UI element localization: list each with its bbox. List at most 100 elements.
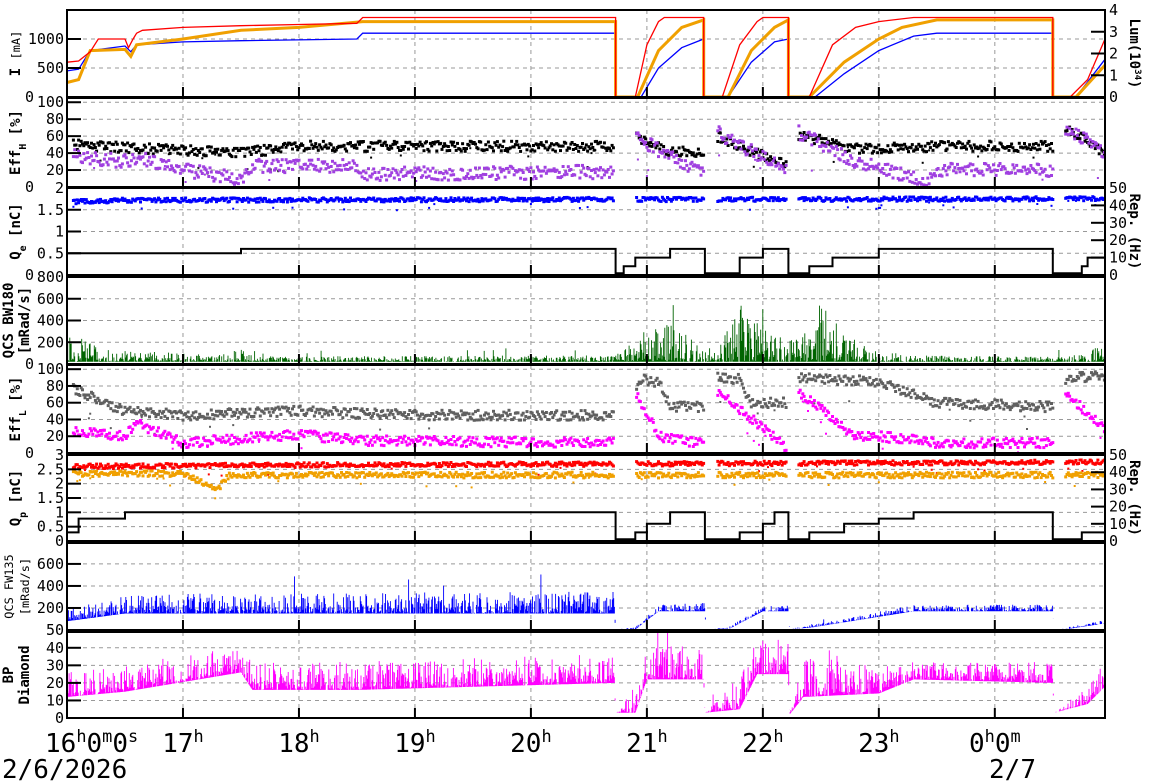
eff-l-magenta-point bbox=[1035, 436, 1039, 440]
qp-orange-point bbox=[120, 473, 124, 477]
eff-l-grey-point bbox=[314, 410, 318, 414]
eff-h-purple-point bbox=[1074, 127, 1078, 131]
qe-blue-point bbox=[726, 196, 730, 200]
eff-h-black-point bbox=[285, 143, 289, 147]
eff-l-grey-point bbox=[340, 410, 343, 414]
eff-l-magenta-point bbox=[551, 443, 555, 447]
qp-red-point bbox=[521, 461, 525, 464]
eff-l-magenta-point bbox=[660, 438, 664, 442]
eff-h-purple-point bbox=[898, 178, 901, 182]
qp-red-point bbox=[770, 464, 774, 468]
eff-h-purple-point bbox=[653, 143, 657, 147]
eff-l-magenta-point bbox=[832, 419, 836, 423]
eff-h-purple-point bbox=[404, 174, 408, 177]
eff-h-purple-point bbox=[148, 155, 151, 159]
eff-h-black-point bbox=[685, 154, 689, 158]
qe-blue-point bbox=[288, 196, 292, 200]
eff-l-grey-point bbox=[684, 404, 687, 407]
eff-l-grey-point bbox=[783, 402, 787, 406]
eff-h-purple-point bbox=[990, 169, 994, 173]
eff-h-black-point bbox=[74, 143, 78, 147]
eff-h-black-point bbox=[878, 148, 882, 152]
qe-blue-point bbox=[744, 198, 748, 202]
qp-red-point bbox=[849, 462, 852, 466]
eff-h-black-point bbox=[515, 139, 519, 143]
eff-h-black-point bbox=[838, 143, 842, 147]
eff-h-purple-point bbox=[497, 176, 501, 180]
qp-red-point bbox=[146, 463, 150, 467]
eff-h-black-point bbox=[247, 146, 251, 150]
eff-l-magenta-point bbox=[200, 443, 204, 447]
eff-l-magenta-point bbox=[506, 440, 510, 444]
eff-h-purple-point bbox=[645, 145, 649, 149]
eff-h-purple-point bbox=[596, 174, 600, 178]
eff-l-magenta-point bbox=[1064, 392, 1068, 396]
eff-l-grey-point bbox=[908, 391, 912, 395]
eff-h-black-point bbox=[102, 147, 106, 151]
eff-h-black-point bbox=[513, 143, 517, 147]
eff-l-grey-point bbox=[756, 412, 759, 415]
eff-l-grey-point bbox=[483, 413, 486, 417]
qp-red-point bbox=[689, 463, 693, 467]
eff-l-magenta-point bbox=[658, 437, 662, 441]
qp-red-point bbox=[838, 461, 842, 465]
eff-h-purple-point bbox=[234, 181, 238, 185]
qp-red-point bbox=[1074, 459, 1078, 462]
eff-l-magenta-point bbox=[102, 428, 106, 432]
qp-red-point bbox=[506, 464, 510, 468]
eff-l-magenta-point bbox=[1033, 441, 1037, 445]
eff-l-grey-point bbox=[191, 411, 195, 415]
eff-l-grey-point bbox=[443, 413, 447, 417]
eff-h-black-point bbox=[187, 151, 191, 155]
eff-l-grey-point bbox=[485, 417, 489, 421]
qp-red-point bbox=[843, 459, 847, 463]
y-tick-label: 40 bbox=[46, 410, 64, 428]
eff-l-magenta-point bbox=[248, 437, 252, 441]
eff-l-magenta-point bbox=[856, 431, 860, 435]
qp-red-point bbox=[132, 465, 136, 469]
eff-h-black-point bbox=[501, 145, 505, 149]
eff-h-purple-point bbox=[1075, 134, 1079, 137]
eff-l-magenta-point bbox=[922, 436, 926, 440]
qp-red-point bbox=[667, 460, 671, 464]
eff-l-grey-point bbox=[1078, 371, 1082, 375]
eff-l-magenta-point bbox=[91, 432, 95, 436]
eff-l-magenta-point bbox=[636, 392, 640, 396]
eff-l-grey-point bbox=[82, 393, 86, 397]
qp-red-point bbox=[396, 462, 400, 466]
eff-l-grey-point bbox=[278, 407, 282, 411]
y-tick-label: 2 bbox=[55, 179, 64, 197]
eff-h-black-point bbox=[445, 149, 449, 153]
eff-h-black-point bbox=[904, 145, 908, 149]
eff-h-black-point bbox=[690, 153, 694, 157]
qp-red-point bbox=[437, 462, 441, 465]
eff-l-grey-point bbox=[431, 412, 435, 416]
eff-h-purple-point bbox=[142, 162, 146, 166]
eff-h-purple-point bbox=[1065, 125, 1069, 129]
qe-blue-point bbox=[928, 195, 932, 199]
qp-red-point bbox=[266, 461, 270, 465]
eff-l-magenta-point bbox=[256, 434, 260, 438]
eff-h-purple-point bbox=[1064, 132, 1068, 136]
eff-l-grey-point bbox=[935, 404, 939, 408]
qp-red-point bbox=[881, 460, 885, 463]
qp-red-point bbox=[827, 462, 831, 466]
eff-h-purple-point bbox=[168, 168, 172, 172]
qe-blue-point bbox=[437, 199, 441, 202]
eff-h-black-point bbox=[234, 155, 238, 159]
eff-h-black-point bbox=[1037, 143, 1041, 147]
eff-l-magenta-point bbox=[90, 429, 93, 433]
eff-l-grey-point bbox=[574, 414, 578, 418]
qe-blue-point bbox=[83, 201, 87, 205]
qp-red-point bbox=[425, 464, 428, 468]
eff-l-magenta-point bbox=[764, 434, 767, 437]
qe-blue-point bbox=[120, 196, 124, 200]
eff-l-grey-point bbox=[338, 412, 342, 416]
qp-red-point bbox=[898, 461, 901, 465]
eff-l-grey-point bbox=[975, 405, 979, 409]
qcs-bw180-green-trace bbox=[66, 305, 1105, 362]
eff-h-purple-point bbox=[1025, 172, 1029, 176]
eff-h-purple-point bbox=[159, 158, 163, 162]
eff-h-purple-point bbox=[417, 166, 421, 170]
eff-l-magenta-point bbox=[645, 414, 649, 418]
